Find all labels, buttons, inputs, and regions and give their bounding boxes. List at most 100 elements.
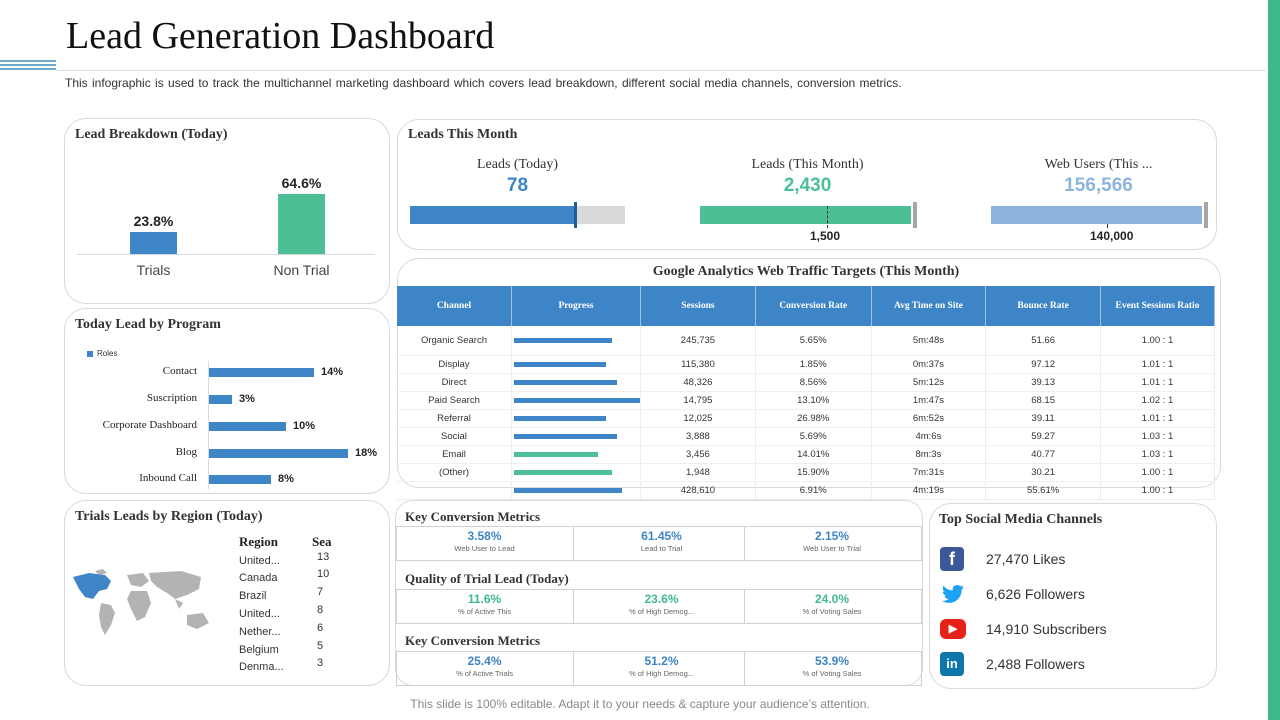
table-row: (Other) 1,948 15.90% 7m:31s 30.21 1.00 : 1 [397, 463, 1216, 482]
metric-value: 53.9% [814, 654, 850, 668]
sea-column-header: Sea [312, 534, 332, 549]
progress-bar [513, 397, 640, 403]
cell-channel: Paid Search [397, 391, 512, 410]
region-sea-value: 5 [317, 640, 324, 652]
legend-label: Roles [97, 349, 118, 358]
cell-bounce: 39.13 [985, 373, 1101, 392]
cell-progress [511, 391, 641, 410]
metric-label: % of High Demog... [628, 607, 695, 616]
cell-sessions: 3,888 [640, 427, 756, 446]
progress-bar [513, 487, 622, 493]
cell-ratio: 1.00 : 1 [1100, 481, 1216, 500]
kpi-caption: Leads (Today) [476, 157, 559, 172]
metric-value: 25.4% [467, 654, 502, 668]
social-stat-text: 27,470 Likes [986, 551, 1066, 567]
cell-sessions: 245,735 [640, 326, 756, 356]
gauge-marker [574, 202, 577, 228]
leads-this-month-card: Leads This Month [397, 119, 1217, 250]
cell-conv: 1.85% [755, 355, 872, 374]
metrics-divider [744, 526, 745, 560]
metric-cell: 23.6%% of High Demog... [573, 592, 750, 616]
youtube-icon[interactable]: ▶ [940, 619, 966, 639]
cell-ratio: 1.02 : 1 [1100, 391, 1216, 410]
table-row: Email 3,456 14.01% 8m:3s 40.77 1.03 : 1 [397, 445, 1216, 464]
cell-bounce: 59.27 [985, 427, 1101, 446]
trials-bar [130, 232, 177, 254]
footer-note: This slide is 100% editable. Adapt it to… [410, 697, 870, 711]
region-sea-value: 7 [317, 586, 324, 598]
metric-cell: 61.45% Lead to Trial [573, 529, 750, 553]
kpi-caption: Web Users (This ... [1044, 157, 1153, 172]
column-header[interactable]: Event Sessions Ratio [1100, 286, 1216, 326]
program-category-label: Contact [162, 365, 197, 377]
social-title: Top Social Media Channels [939, 512, 1103, 527]
program-category-label: Inbound Call [139, 472, 197, 484]
metric-value: 61.45% [641, 529, 682, 543]
column-header[interactable]: Progress [511, 286, 641, 326]
column-header[interactable]: Sessions [640, 286, 756, 326]
region-name: Belgium [239, 644, 279, 656]
cell-channel: Referral [397, 409, 512, 428]
metric-cell: 24.0%% of Voting Sales [744, 592, 920, 616]
metric-value: 51.2% [644, 654, 679, 668]
lead-by-program-card: Today Lead by Program Roles Contact 14% Su… [64, 308, 390, 494]
cell-time: 5m:12s [871, 373, 987, 392]
legend-swatch [87, 351, 93, 357]
cell-sessions: 428,610 [640, 481, 756, 500]
metrics-row [396, 526, 922, 561]
program-value-label: 18% [355, 447, 378, 459]
metric-cell: 25.4%% of Active Trials [396, 654, 573, 678]
metric-label: % of Active Trials [455, 669, 514, 678]
metrics-section-title: Quality of Trial Lead (Today) [405, 571, 569, 586]
metric-value: 2.15% [814, 529, 850, 543]
cell-bounce: 40.77 [985, 445, 1101, 464]
column-header[interactable]: Avg Time on Site [871, 286, 987, 326]
column-header[interactable]: Channel [397, 286, 512, 326]
region-sea-value: 6 [317, 622, 324, 634]
gauge-end-cap [1204, 202, 1208, 228]
header-deco-line [0, 64, 56, 66]
cell-bounce: 68.15 [985, 391, 1101, 410]
cell-time: 5m:48s [871, 326, 987, 356]
region-name: United... [239, 555, 280, 567]
metric-value: 3.58% [467, 529, 502, 543]
cell-time: 4m:19s [871, 481, 987, 500]
cell-channel: Direct [397, 373, 512, 392]
progress-bar [513, 451, 598, 457]
progress-bar [513, 361, 606, 367]
program-bar [209, 475, 271, 484]
cell-channel: Display [397, 355, 512, 374]
social-stat-text: 2,488 Followers [986, 656, 1085, 672]
cell-conv: 8.56% [755, 373, 872, 392]
right-accent-bar [1268, 0, 1280, 720]
progress-bar [513, 469, 612, 475]
metric-label: Web User to Lead [454, 544, 515, 553]
cell-time: 0m:37s [871, 355, 987, 374]
header-deco-line [0, 68, 56, 70]
social-stat-text: 14,910 Subscribers [986, 621, 1107, 637]
traffic-table-body: Organic Search 245,735 5.65% 5m:48s 51.66 1.0… [397, 326, 1216, 500]
metric-value: 24.0% [814, 592, 850, 606]
table-row: Organic Search 245,735 5.65% 5m:48s 51.66 1.0… [397, 326, 1216, 356]
gauge-target-label: 140,000 [1090, 229, 1134, 243]
cell-progress [511, 481, 641, 500]
metric-label: % of Active This [457, 607, 512, 616]
kpi-value: 156,566 [1064, 175, 1133, 196]
column-header[interactable]: Bounce Rate [985, 286, 1101, 326]
traffic-table: Channel Progress Sessions Conversion Rate Av… [397, 286, 1216, 500]
metric-cell: 53.9%% of Voting Sales [744, 654, 920, 678]
gauge-target-label: 1,500 [810, 229, 841, 243]
region-sea-value: 10 [317, 568, 330, 580]
cell-ratio: 1.03 : 1 [1100, 427, 1216, 446]
lead-breakdown-axis [77, 254, 375, 255]
program-category-label: Blog [175, 446, 197, 458]
trials-value-label: 23.8% [133, 213, 174, 229]
column-header[interactable]: Conversion Rate [755, 286, 872, 326]
progress-bar [513, 379, 617, 385]
linkedin-icon[interactable]: in [940, 652, 964, 676]
cell-progress [511, 445, 641, 464]
facebook-icon[interactable]: f [940, 547, 964, 571]
twitter-icon[interactable] [940, 582, 964, 606]
program-bar [209, 449, 348, 458]
cell-bounce: 97.12 [985, 355, 1101, 374]
